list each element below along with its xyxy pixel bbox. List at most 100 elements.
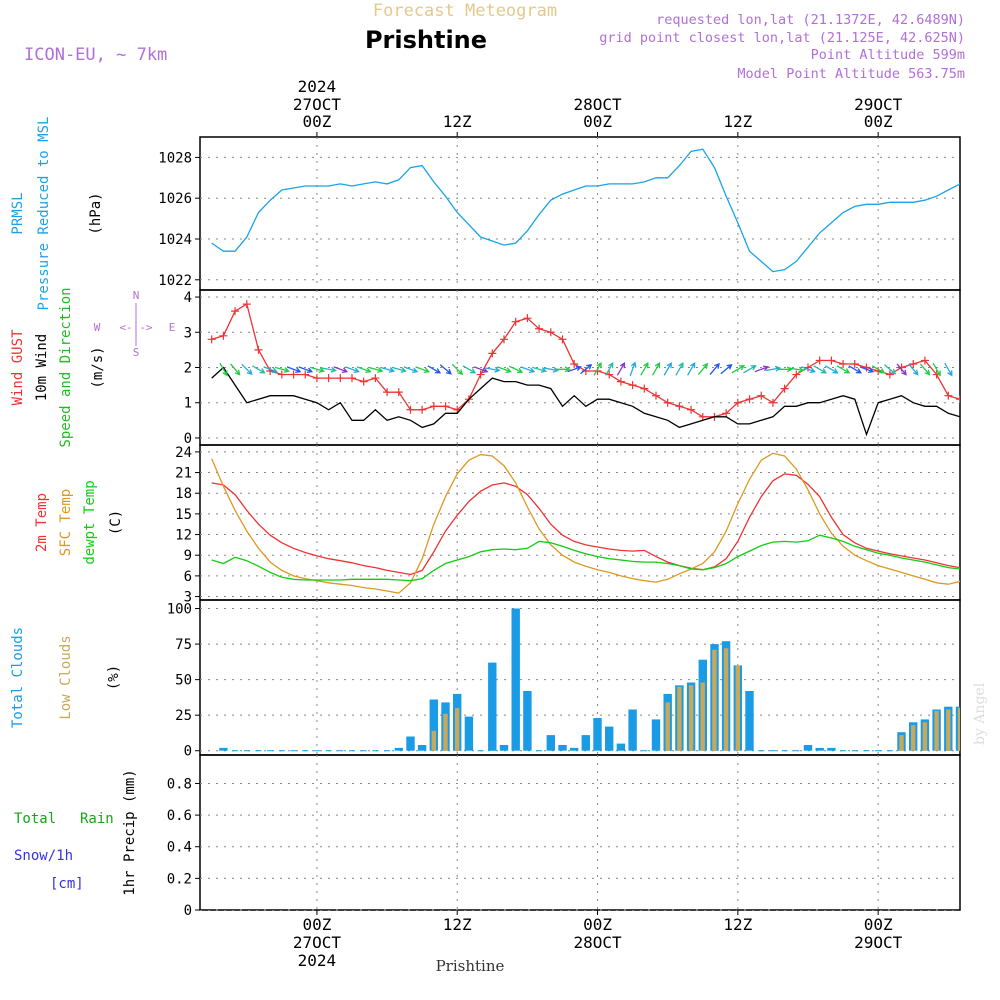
wind-direction-arrow (286, 366, 302, 374)
compass-s: S (133, 346, 140, 359)
bar-low-clouds (911, 725, 916, 751)
gust-marker (488, 349, 497, 358)
y-units-label: (%) (106, 665, 122, 690)
y-tick-label: 0 (184, 431, 192, 447)
wind-direction-arrow (310, 366, 325, 373)
gust-marker (757, 391, 766, 400)
gust-marker (535, 324, 544, 333)
bottom-time-label: 00Z (864, 915, 893, 934)
bar-total-clouds (569, 747, 579, 751)
footer-location: Prishtine (436, 957, 505, 975)
wind-direction-arrow (462, 365, 477, 374)
wind-direction-arrow (497, 366, 512, 374)
wind-direction-arrow (944, 362, 953, 377)
compass-rose: NSW E<-|-> (94, 289, 176, 359)
gust-marker (207, 335, 216, 344)
wind-direction-arrow (298, 366, 314, 374)
wind-direction-arrow (801, 366, 816, 374)
gust-marker (909, 359, 918, 368)
y-tick-label: 12 (175, 528, 192, 544)
gust-marker (862, 363, 871, 372)
gust-marker (815, 356, 824, 365)
gust-marker (406, 405, 415, 414)
series-line-2m-temp (211, 473, 960, 576)
bar-low-clouds (455, 708, 460, 751)
y-tick-label: 75 (175, 637, 192, 653)
wind-direction-arrow (580, 363, 593, 375)
y-tick-label: 15 (175, 507, 192, 523)
wind-direction-arrow (593, 362, 602, 376)
gust-marker (348, 374, 356, 383)
gust-marker (944, 391, 953, 400)
y-label: PRMSL (10, 192, 26, 234)
wind-direction-arrow (697, 362, 709, 376)
y-units-label: (C) (108, 510, 124, 535)
legend-snow: Snow/1h (14, 848, 73, 864)
wind-direction-arrow (616, 362, 626, 376)
gust-marker (441, 402, 450, 411)
gust-marker (780, 384, 789, 393)
y-tick-label: 0.8 (167, 776, 192, 792)
bar-total-clouds (581, 735, 590, 751)
wind-direction-arrow (345, 366, 360, 374)
bottom-year-label: 2024 (298, 951, 337, 970)
gust-marker (429, 402, 438, 411)
requested-coords: requested lon,lat (21.1372E, 42.6489N) (656, 12, 965, 28)
gust-marker (301, 370, 310, 379)
y-units-label: (hPa) (88, 192, 104, 234)
wind-direction-arrow (789, 366, 805, 373)
wind-direction-arrow (252, 365, 266, 374)
gust-marker (652, 391, 660, 400)
wind-direction-arrow (427, 365, 442, 374)
y-tick-label: 1022 (158, 273, 192, 289)
panel-temperature: 3 6 9 12 15 18 21 24 2m Temp SFC Temp dewpt Temp (C… (34, 444, 961, 606)
wind-direction-arrow (380, 366, 396, 373)
bar-total-clouds (417, 745, 427, 751)
wind-direction-arrow (871, 365, 886, 374)
top-date-label: 29OCT (854, 95, 903, 114)
gust-marker (920, 356, 929, 365)
wind-direction-arrow (485, 366, 501, 373)
gust-marker (885, 370, 894, 379)
wind-direction-arrow (813, 365, 827, 374)
gust-marker (979, 399, 987, 407)
gust-marker (383, 388, 392, 397)
bar-total-clouds (546, 735, 555, 751)
bar-total-clouds (616, 743, 626, 751)
bottom-date-label: 29OCT (854, 933, 903, 952)
y-label: Total Clouds (10, 627, 26, 728)
bar-low-clouds (934, 710, 939, 751)
y-tick-label: 0.6 (167, 808, 192, 824)
gust-marker (394, 388, 403, 397)
bar-total-clouds (651, 719, 661, 751)
top-time-label: 12Z (723, 112, 752, 131)
wind-direction-arrow (884, 364, 897, 375)
gust-marker (324, 374, 333, 383)
y-tick-label: 9 (184, 548, 192, 564)
y-label: dewpt Temp (82, 480, 98, 564)
bar-total-clouds (803, 745, 813, 751)
wind-direction-arrow (777, 366, 793, 373)
wind-direction-arrow (567, 365, 582, 373)
gust-marker (570, 359, 579, 368)
compass-n: N (133, 289, 140, 302)
gust-marker (523, 314, 532, 323)
gust-marker (336, 374, 345, 383)
panel-pressure: 1022 1024 1026 1028 PRMSL Pressure Reduced to… (10, 117, 961, 310)
bottom-date-label: 27OCT (293, 933, 342, 952)
wind-direction-arrow (919, 363, 931, 376)
bar-total-clouds (429, 699, 438, 751)
wind-direction-arrow (230, 363, 241, 376)
wind-direction-arrow (451, 363, 464, 376)
bar-total-clouds (488, 662, 497, 751)
bar-low-clouds (922, 722, 928, 751)
wind-direction-arrow (824, 365, 839, 374)
wind-direction-arrow (687, 362, 696, 376)
gust-marker (956, 395, 960, 404)
wind-direction-arrow (473, 366, 489, 374)
wind-direction-arrow (333, 366, 349, 374)
gust-marker (242, 300, 251, 309)
wind-direction-arrow (731, 365, 746, 374)
